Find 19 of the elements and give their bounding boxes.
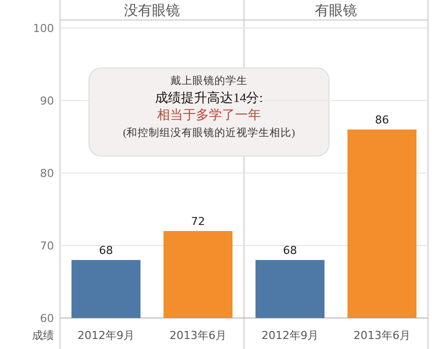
y-axis-title: 成绩 (32, 329, 54, 342)
data-label: 86 (375, 114, 389, 126)
data-label: 68 (283, 244, 297, 257)
data-label: 72 (191, 215, 205, 228)
y-tick-label: 90 (40, 94, 54, 108)
x-tick-label: 2013年6月 (354, 329, 410, 342)
annotation: 戴上眼镜的学生 (170, 74, 248, 87)
annotation: (和控制组没有眼镜的近视学生相比) (123, 126, 296, 139)
x-tick-label: 2013年6月 (170, 329, 226, 342)
annotation: 相当于多学了一年 (157, 107, 261, 122)
y-tick-label: 80 (40, 167, 54, 180)
x-tick-label: 2012年9月 (78, 329, 134, 342)
y-tick-label: 100 (33, 22, 54, 35)
chart-title: 有眼镜 (315, 3, 357, 19)
data-label: 68 (99, 244, 113, 257)
x-tick-label: 2012年9月 (262, 329, 318, 342)
chart-title: 没有眼镜 (124, 3, 180, 19)
y-tick-label: 70 (40, 240, 54, 252)
y-tick-label: 60 (40, 312, 54, 325)
